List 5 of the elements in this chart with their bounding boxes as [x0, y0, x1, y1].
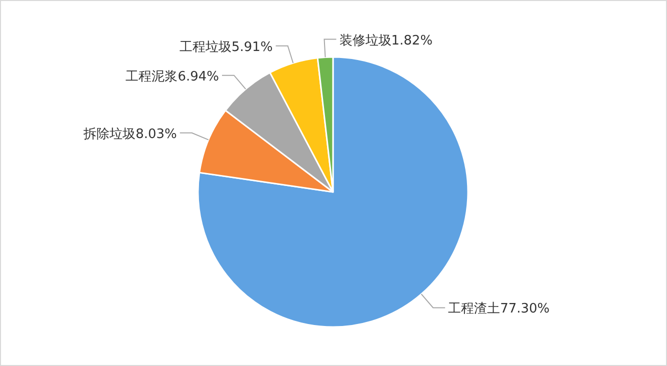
slice-label: 工程泥浆6.94%: [126, 69, 219, 84]
slice-label: 工程渣土77.30%: [448, 302, 550, 317]
slice-label: 工程垃圾5.91%: [179, 40, 273, 55]
slice-label: 装修垃圾1.82%: [339, 33, 433, 48]
slice-label: 拆除垃圾8.03%: [82, 126, 177, 142]
